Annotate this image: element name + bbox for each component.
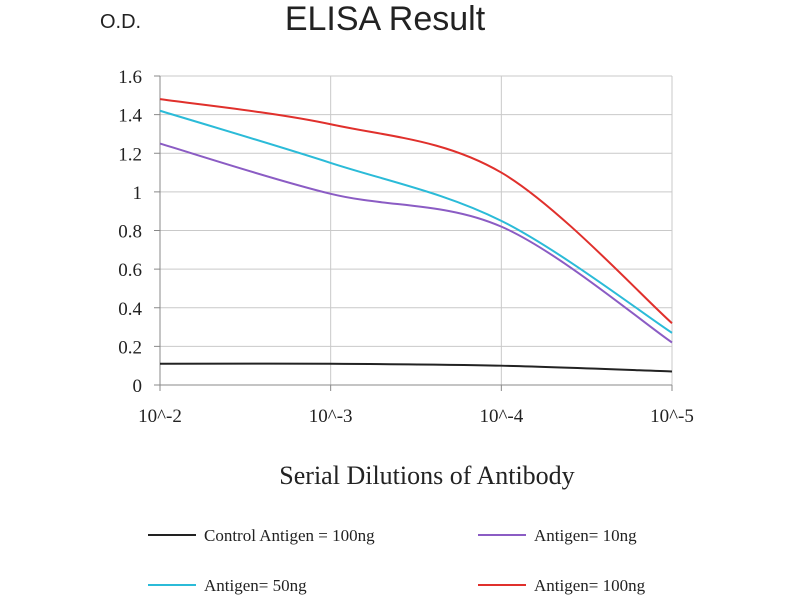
series-lines (159, 98, 673, 373)
series-line-2 (159, 109, 673, 334)
x-tick-label: 10^-2 (138, 406, 182, 427)
grid-lines (159, 75, 673, 386)
y-tick-label: 1.6 (118, 67, 142, 88)
y-axis-label: O.D. (100, 11, 141, 33)
y-tick-label: 1.2 (118, 144, 142, 165)
series-line-3 (159, 98, 673, 324)
legend-label: Antigen= 10ng (534, 526, 637, 545)
y-tick-label: 1.4 (118, 106, 142, 127)
legend-label: Antigen= 50ng (204, 576, 307, 595)
series-line-1 (159, 142, 673, 344)
series-line-0 (159, 362, 673, 373)
y-tick-label: 0.8 (118, 222, 142, 243)
legend-label: Control Antigen = 100ng (204, 526, 375, 545)
x-tick-label: 10^-3 (309, 406, 353, 427)
legend: Control Antigen = 100ng Antigen= 10ng Anti… (148, 526, 646, 595)
x-tick-label: 10^-5 (650, 406, 694, 427)
axes (154, 75, 673, 391)
y-tick-label: 0.4 (118, 299, 142, 320)
y-tick-label: 0.6 (118, 260, 142, 281)
x-tick-labels: 10^-2 10^-3 10^-4 10^-5 (138, 406, 694, 427)
legend-label: Antigen= 100ng (534, 576, 646, 595)
y-tick-label: 0 (133, 376, 143, 397)
x-axis-label: Serial Dilutions of Antibody (279, 461, 574, 490)
y-tick-labels: 0 0.2 0.4 0.6 0.8 1 1.2 1.4 1.6 (118, 67, 142, 397)
chart-title: ELISA Result (285, 0, 486, 38)
x-tick-label: 10^-4 (479, 406, 523, 427)
y-tick-label: 1 (133, 183, 143, 204)
y-tick-label: 0.2 (118, 337, 142, 358)
